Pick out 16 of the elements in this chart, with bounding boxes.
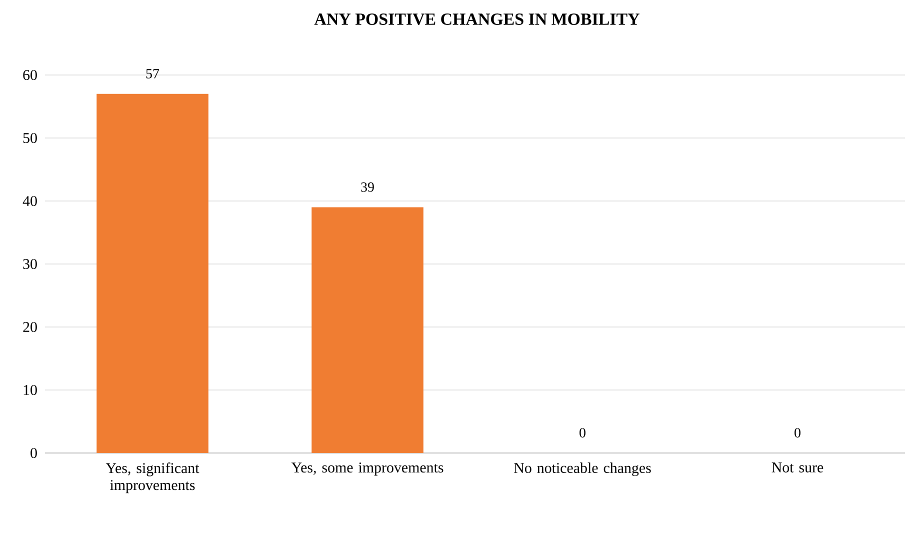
y-tick-label: 60 xyxy=(23,70,37,80)
y-tick-label: 0 xyxy=(30,448,37,458)
data-label: 57 xyxy=(146,69,160,78)
x-tick-label: Yes, some improvements xyxy=(291,462,444,476)
y-tick-label: 20 xyxy=(23,322,37,332)
data-label: 0 xyxy=(580,428,586,438)
data-label: 0 xyxy=(794,428,800,438)
y-tick-label: 40 xyxy=(22,196,37,206)
y-tick-label: 10 xyxy=(24,384,37,396)
chart-title: ANY POSITIVE CHANGES IN MOBILITY xyxy=(314,14,640,25)
x-tick-label: Yes, significant improvements xyxy=(106,462,200,494)
data-label: 39 xyxy=(361,182,374,192)
y-tick-label: 30 xyxy=(23,258,37,270)
x-tick-label: No noticeable changes xyxy=(514,462,651,476)
y-tick-label: 50 xyxy=(23,132,37,144)
x-tick-label: Not sure xyxy=(772,462,824,472)
